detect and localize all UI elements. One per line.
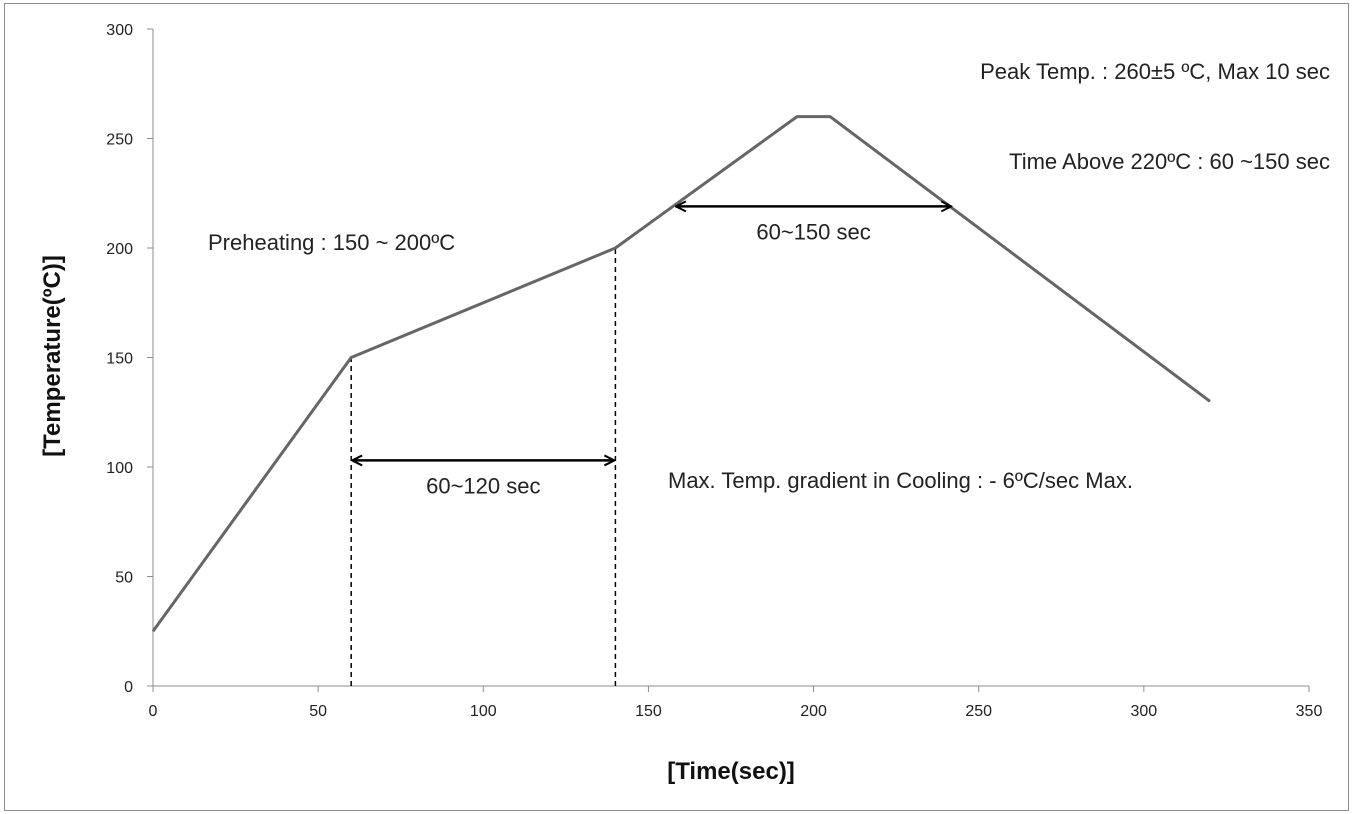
annotation-cooling-gradient: Max. Temp. gradient in Cooling : - 6ºC/s… (668, 468, 1133, 493)
span-label: 60~150 sec (756, 219, 870, 244)
axes: 0 50 100 150 200 250 300 350 0 50 100 150 200 250 300 (106, 22, 1322, 720)
y-tick-label: 200 (106, 241, 133, 258)
annotation-peak-temp: Peak Temp. : 260±5 ºC, Max 10 sec (980, 59, 1330, 84)
temperature-profile-line (151, 115, 1211, 633)
y-tick-label: 100 (106, 460, 133, 477)
series-layer (151, 115, 1211, 633)
span-arrows: 60~120 sec 60~150 sec (352, 206, 951, 498)
y-tick-label: 150 (106, 351, 133, 368)
x-axis-title: [Time(sec)] (667, 758, 795, 785)
x-tick-label: 50 (309, 703, 327, 720)
x-tick-label: 300 (1131, 703, 1158, 720)
chart-frame (4, 3, 1349, 811)
y-tick-label: 300 (106, 22, 133, 39)
x-tick-label: 200 (800, 703, 827, 720)
y-tick-label: 250 (106, 132, 133, 149)
x-tick-label: 250 (965, 703, 992, 720)
span-label: 60~120 sec (426, 473, 540, 498)
labels-layer: [Time(sec)] [Temperature(ºC)] Peak Temp.… (39, 59, 1330, 785)
x-tick-label: 350 (1296, 703, 1323, 720)
y-axis-title: [Temperature(ºC)] (39, 255, 66, 457)
y-tick-label: 0 (124, 679, 133, 696)
reference-lines (350, 248, 617, 686)
x-tick-label: 150 (635, 703, 662, 720)
annotation-preheating: Preheating : 150 ~ 200ºC (208, 230, 455, 255)
annotation-time-above: Time Above 220ºC : 60 ~150 sec (1009, 149, 1330, 174)
x-tick-label: 0 (149, 703, 158, 720)
x-tick-label: 100 (470, 703, 497, 720)
y-tick-label: 50 (115, 570, 133, 587)
